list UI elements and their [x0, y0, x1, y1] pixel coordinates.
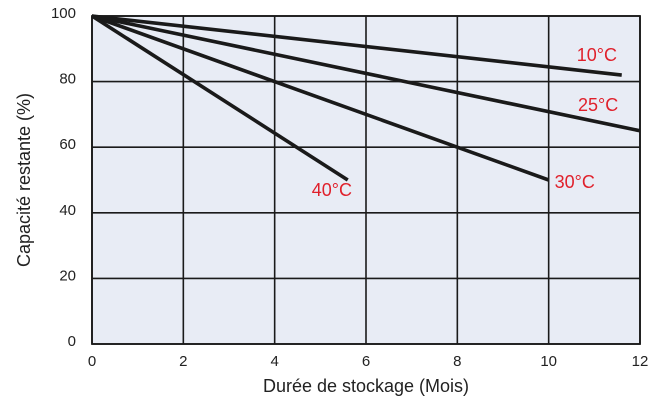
y-tick-label: 40 — [59, 202, 76, 219]
x-tick-label: 10 — [540, 353, 557, 370]
x-tick-label: 0 — [88, 353, 96, 370]
series-label-30c: 30°C — [555, 172, 595, 192]
y-tick-label: 60 — [59, 136, 76, 153]
series-label-40c: 40°C — [312, 180, 352, 200]
y-tick-label: 80 — [59, 71, 76, 88]
series-line-40c — [91, 14, 349, 182]
x-axis-title: Durée de stockage (Mois) — [263, 376, 469, 396]
y-tick-label: 20 — [59, 267, 76, 284]
y-tick-label: 0 — [68, 333, 76, 350]
series-labels: 10°C 25°C 30°C 40°C — [312, 45, 618, 200]
series-line-10c — [91, 14, 622, 77]
x-tick-label: 2 — [179, 353, 187, 370]
y-tick-label: 100 — [51, 5, 76, 22]
x-axis-ticks: 0 2 4 6 8 10 12 — [88, 353, 649, 370]
grid — [91, 15, 641, 345]
plot-border — [91, 15, 641, 345]
x-tick-label: 12 — [632, 353, 649, 370]
x-tick-label: 6 — [362, 353, 370, 370]
series-label-10c: 10°C — [577, 45, 617, 65]
y-axis-ticks: 0 20 40 60 80 100 — [51, 5, 76, 350]
x-tick-label: 8 — [453, 353, 461, 370]
series-label-25c: 25°C — [578, 95, 618, 115]
x-tick-label: 4 — [270, 353, 278, 370]
series-lines — [91, 14, 641, 182]
y-axis-title: Capacité restante (%) — [14, 93, 34, 267]
series-line-30c — [91, 14, 550, 182]
series-line-25c — [91, 14, 641, 133]
